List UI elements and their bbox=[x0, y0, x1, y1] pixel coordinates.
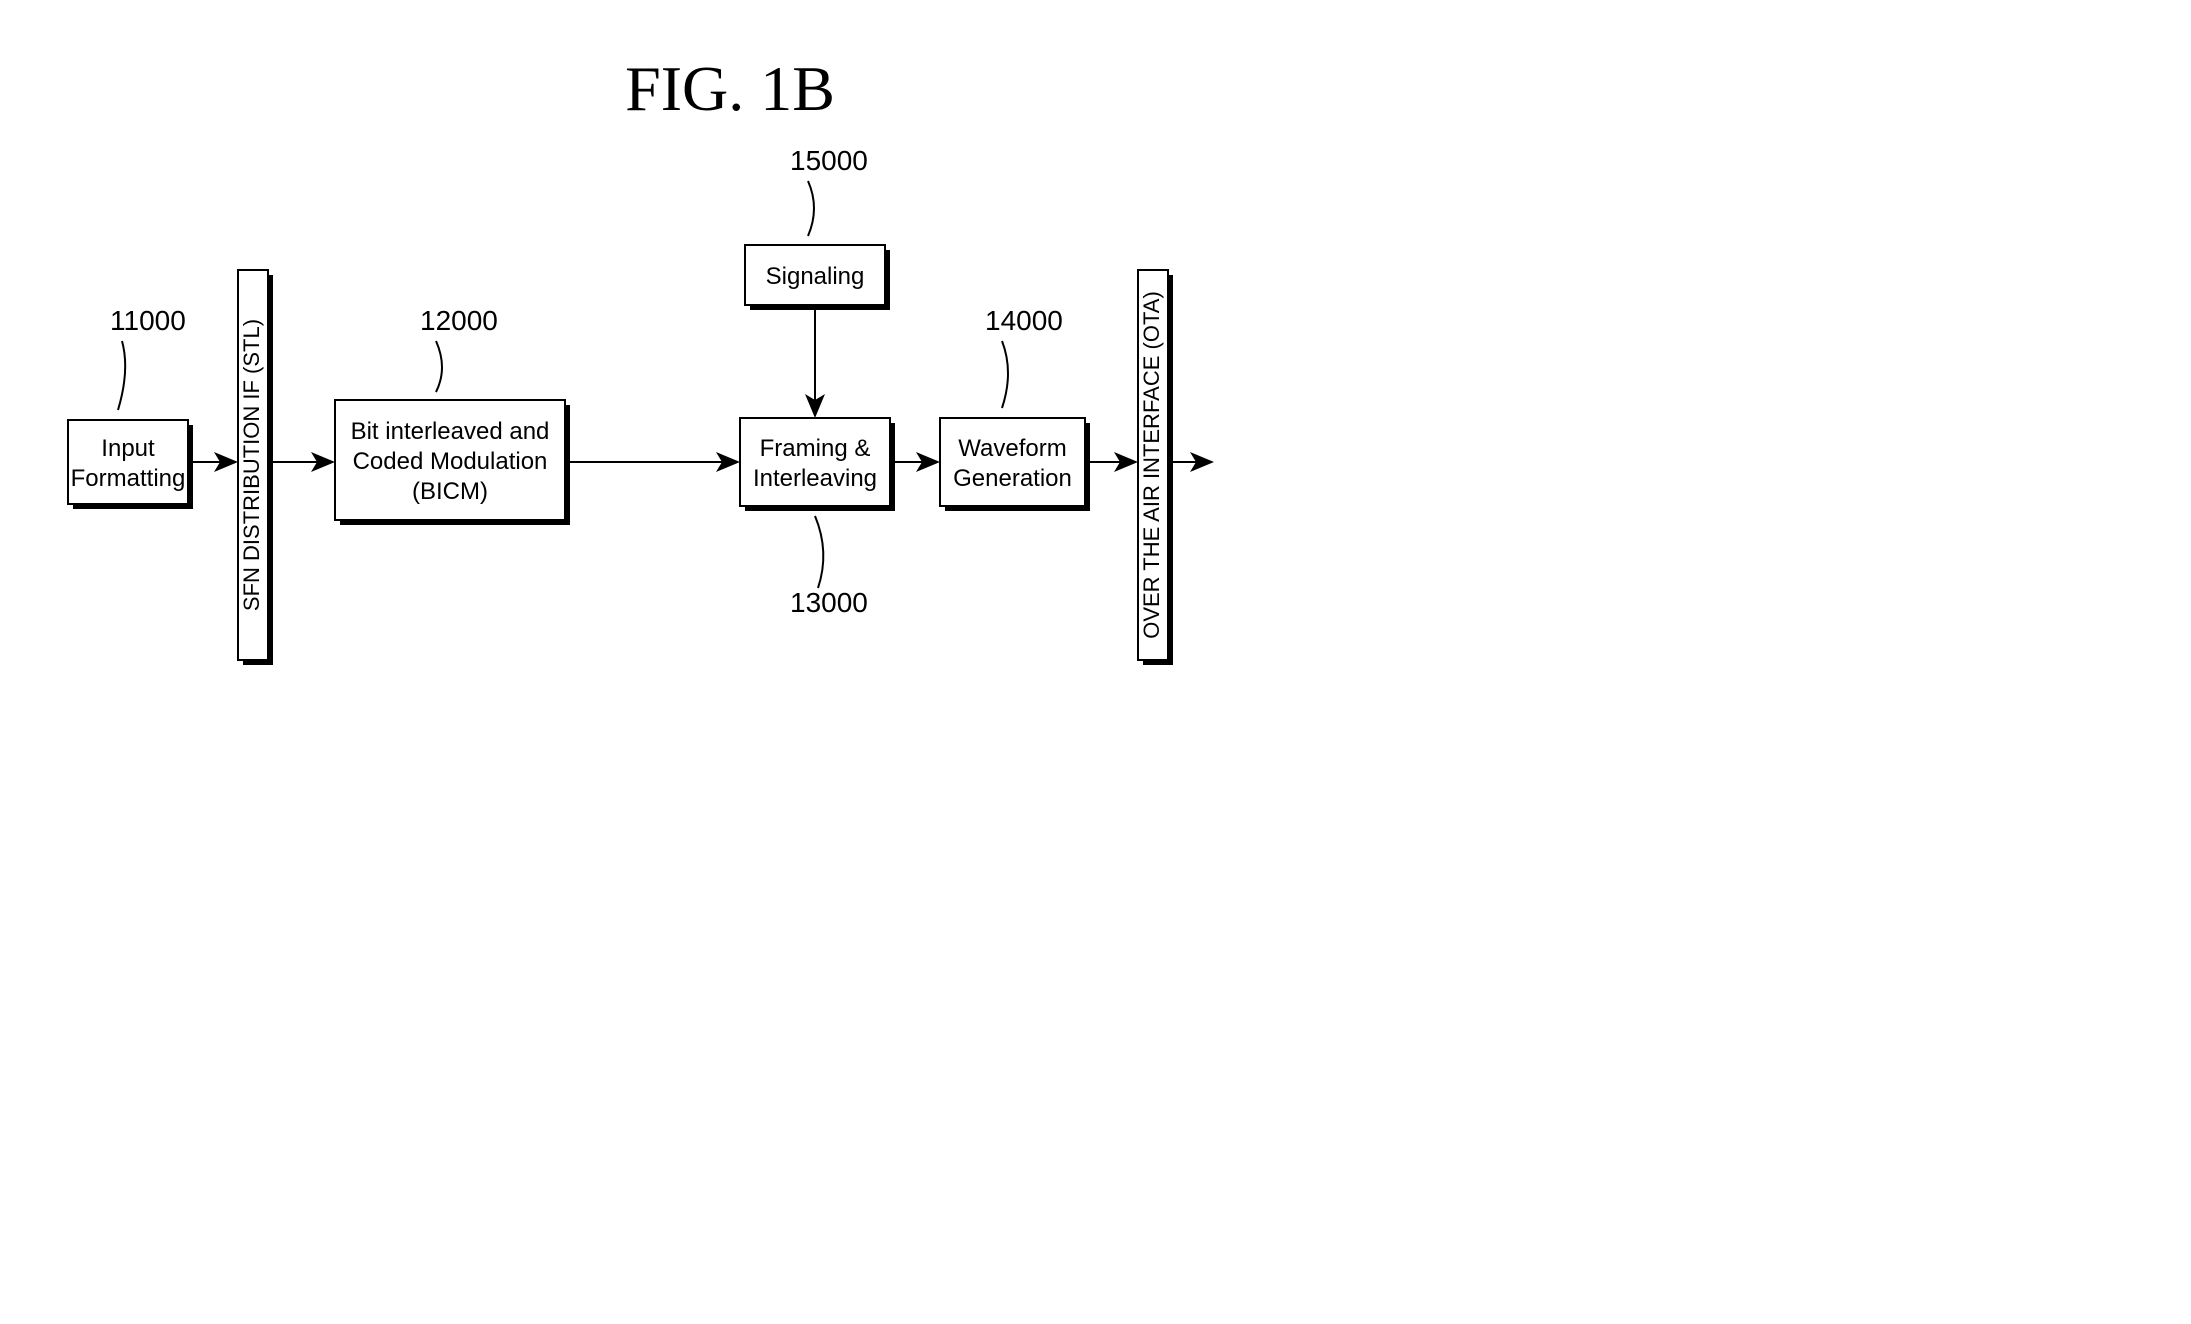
framing-text-0: Framing & bbox=[760, 435, 871, 462]
input_formatting-text-0: Input bbox=[101, 435, 155, 462]
input_formatting-leader bbox=[118, 341, 125, 410]
bicm-leader bbox=[436, 341, 442, 392]
waveform-ref: 14000 bbox=[985, 305, 1063, 336]
framing-box bbox=[740, 418, 890, 506]
input_formatting-text-1: Formatting bbox=[71, 465, 186, 492]
signaling-leader bbox=[808, 181, 814, 236]
bicm-ref: 12000 bbox=[420, 305, 498, 336]
signaling-text-0: Signaling bbox=[766, 263, 865, 290]
stl-label: SFN DISTRIBUTION IF (STL) bbox=[239, 319, 264, 611]
framing-leader bbox=[815, 516, 823, 588]
waveform-text-1: Generation bbox=[953, 465, 1072, 492]
bicm-text-1: Coded Modulation bbox=[353, 448, 548, 475]
block-diagram: FIG. 1B SFN DISTRIBUTION IF (STL) OVER THE… bbox=[0, 0, 1460, 883]
framing-text-1: Interleaving bbox=[753, 465, 877, 492]
signaling-ref: 15000 bbox=[790, 145, 868, 176]
waveform-box bbox=[940, 418, 1085, 506]
bicm-text-0: Bit interleaved and bbox=[351, 418, 550, 445]
framing-ref: 13000 bbox=[790, 587, 868, 618]
bicm-text-2: (BICM) bbox=[412, 478, 488, 505]
input_formatting-ref: 11000 bbox=[110, 305, 186, 336]
waveform-text-0: Waveform bbox=[958, 435, 1066, 462]
figure-title: FIG. 1B bbox=[625, 53, 835, 124]
ota-label: OVER THE AIR INTERFACE (OTA) bbox=[1139, 291, 1164, 639]
waveform-leader bbox=[1002, 341, 1008, 408]
